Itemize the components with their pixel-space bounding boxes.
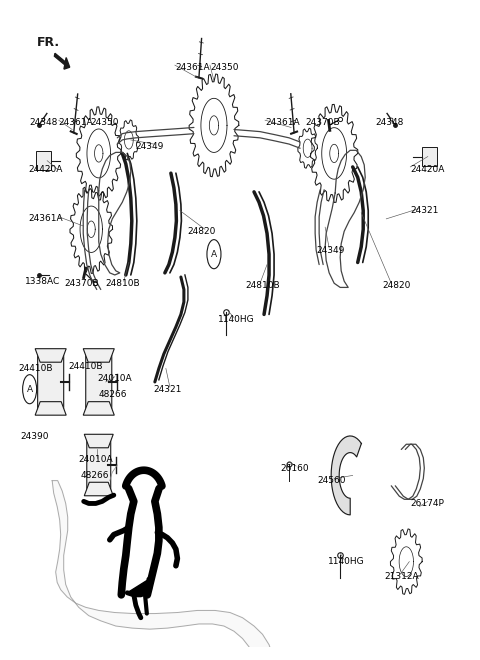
Bar <box>36 151 51 170</box>
Text: 24348: 24348 <box>30 117 58 127</box>
Polygon shape <box>52 480 273 660</box>
Polygon shape <box>84 482 113 496</box>
Polygon shape <box>83 348 114 362</box>
Text: 21312A: 21312A <box>384 572 419 581</box>
Text: FR.: FR. <box>37 36 60 49</box>
Polygon shape <box>84 434 113 447</box>
Text: 24810B: 24810B <box>245 281 280 290</box>
Text: 24420A: 24420A <box>410 164 444 174</box>
Polygon shape <box>331 436 361 515</box>
Text: 24820: 24820 <box>187 227 216 236</box>
FancyBboxPatch shape <box>87 438 111 492</box>
Text: 24010A: 24010A <box>97 374 132 383</box>
Text: 24370B: 24370B <box>65 279 99 288</box>
Text: 24390: 24390 <box>21 432 49 442</box>
Polygon shape <box>35 402 66 415</box>
FancyArrow shape <box>54 53 70 69</box>
Text: 48266: 48266 <box>99 390 127 399</box>
Text: 24348: 24348 <box>375 117 404 127</box>
Text: 24350: 24350 <box>210 63 239 72</box>
Text: 24361A: 24361A <box>175 63 209 72</box>
FancyBboxPatch shape <box>37 352 64 412</box>
Text: 24820: 24820 <box>383 281 411 290</box>
Text: 1338AC: 1338AC <box>24 277 60 286</box>
Text: 24361A: 24361A <box>265 117 300 127</box>
Text: 24810B: 24810B <box>106 279 140 288</box>
Polygon shape <box>83 402 114 415</box>
Text: 26160: 26160 <box>280 463 309 473</box>
Polygon shape <box>35 348 66 362</box>
Text: 48266: 48266 <box>81 471 109 480</box>
Text: 24361A: 24361A <box>59 117 93 127</box>
Text: 24010A: 24010A <box>79 455 113 465</box>
Bar <box>422 147 437 166</box>
Polygon shape <box>127 579 150 595</box>
Text: 24349: 24349 <box>316 246 345 255</box>
FancyBboxPatch shape <box>86 352 112 412</box>
Text: 24420A: 24420A <box>29 164 63 174</box>
Text: 24560: 24560 <box>318 476 346 485</box>
Text: 24361A: 24361A <box>29 214 63 223</box>
Text: 1140HG: 1140HG <box>328 557 364 566</box>
Text: A: A <box>26 385 33 394</box>
Text: 24321: 24321 <box>154 385 182 394</box>
Text: 1140HG: 1140HG <box>217 315 254 324</box>
Text: 24410B: 24410B <box>69 362 103 371</box>
Text: 24321: 24321 <box>410 206 439 215</box>
Text: 26174P: 26174P <box>410 499 444 508</box>
Text: 24410B: 24410B <box>19 364 53 373</box>
Text: 24349: 24349 <box>136 142 164 150</box>
Text: 24370B: 24370B <box>305 117 340 127</box>
Text: A: A <box>211 249 217 259</box>
Text: 24350: 24350 <box>91 117 119 127</box>
